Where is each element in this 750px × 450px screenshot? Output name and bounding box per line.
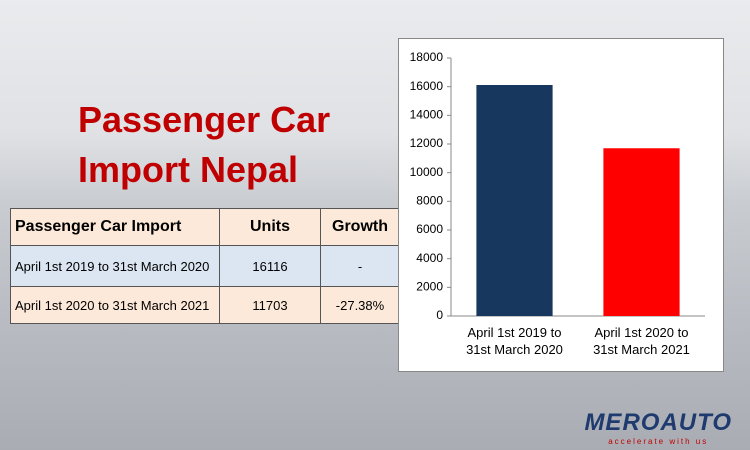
header-cell: Growth (320, 208, 400, 246)
y-tick-label: 14000 (410, 108, 444, 122)
y-tick-label: 18000 (410, 50, 444, 64)
logo-name: MEROAUTO (584, 409, 732, 436)
logo-tagline: accelerate with us (608, 437, 709, 446)
y-tick-label: 12000 (410, 136, 444, 150)
y-tick-label: 4000 (416, 251, 443, 265)
x-tick-label: April 1st 2019 to 31st March 2020 (466, 325, 563, 357)
cell: -27.38% (320, 286, 400, 324)
y-tick-label: 2000 (416, 280, 443, 294)
header-row: Passenger Car Import Units Growth (10, 208, 400, 246)
y-tick-label: 6000 (416, 222, 443, 236)
title-line: Import Nepal (78, 149, 299, 190)
y-tick-label: 10000 (410, 165, 444, 179)
x-tick-label: April 1st 2020 to 31st March 2021 (593, 325, 690, 357)
y-tick-label: 0 (436, 308, 443, 322)
table-row: April 1st 2019 to 31st March 2020 16116 … (10, 245, 400, 287)
chart: 0 2000 4000 6000 8000 10000 12000 14000 16000 180… (398, 38, 724, 372)
cell: 16116 (219, 245, 321, 287)
y-tick-label: 16000 (410, 79, 444, 93)
header-cell: Passenger Car Import (10, 208, 220, 246)
bar (603, 148, 680, 316)
import-table: Passenger Car Import Units Growth April … (10, 208, 400, 324)
logo: MEROAUTO accelerate with us (584, 409, 732, 446)
header-cell: Units (219, 208, 321, 246)
y-tick-label: 8000 (416, 194, 443, 208)
cell: 11703 (219, 286, 321, 324)
table-row: April 1st 2020 to 31st March 2021 11703 … (10, 286, 400, 324)
chart-svg: 0 2000 4000 6000 8000 10000 12000 14000 16000 180… (410, 50, 705, 322)
cell: April 1st 2019 to 31st March 2020 (10, 245, 220, 287)
bar (476, 85, 553, 316)
cell: - (320, 245, 400, 287)
cell: April 1st 2020 to 31st March 2021 (10, 286, 220, 324)
title-line: Passenger Car (78, 99, 331, 140)
